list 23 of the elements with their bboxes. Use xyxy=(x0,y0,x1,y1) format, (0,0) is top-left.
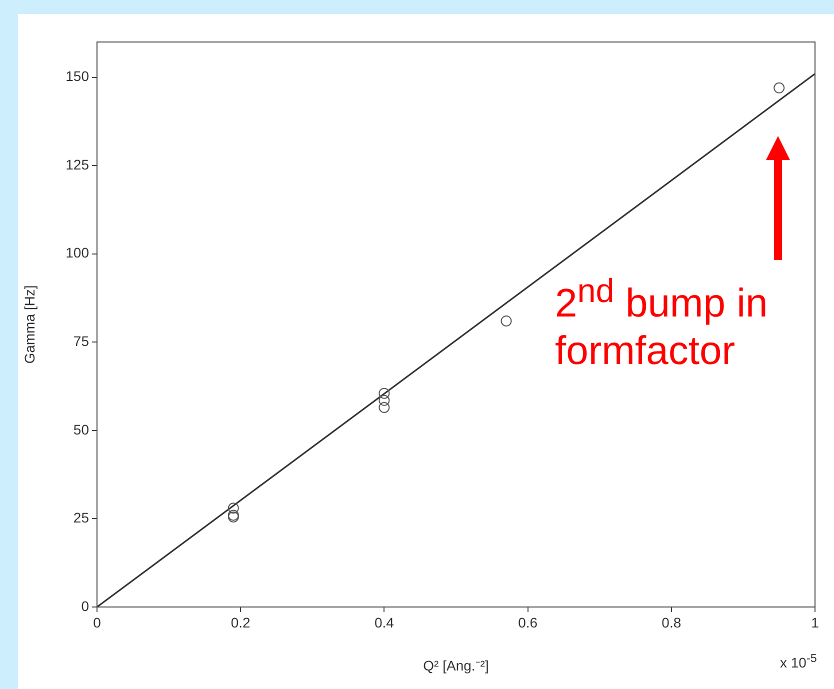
x-tick-label: 0.6 xyxy=(518,614,538,630)
y-tick-label: 25 xyxy=(73,510,90,526)
point xyxy=(378,394,390,406)
point xyxy=(228,502,239,514)
x-tick-label: 0.4 xyxy=(374,614,394,630)
y-tick-label: 75 xyxy=(73,333,90,350)
y-tick-label: 150 xyxy=(66,68,90,84)
annotation: 2$^{nd}$ bump in formfactor xyxy=(555,272,769,376)
point xyxy=(378,402,390,413)
point xyxy=(500,315,512,326)
x-tick-label: 0.2 xyxy=(230,614,251,630)
y-axis-title: Gamma [Hz] xyxy=(21,285,38,364)
y-tick-label: 100 xyxy=(66,244,90,261)
x-tick-label: 0.8 xyxy=(662,614,682,630)
point xyxy=(774,82,785,94)
y-tick-label: 50 xyxy=(73,421,90,438)
y-tick-label: 125 xyxy=(66,156,90,172)
x-axis-title: Q² [Ang.⁻²] xyxy=(423,657,489,674)
y-tick-label: 0 xyxy=(81,598,90,614)
point xyxy=(378,388,390,399)
x-tick-label: 0 xyxy=(93,614,102,630)
text: x 10$^{-5}$ xyxy=(780,652,817,671)
x-tick-label: 1 xyxy=(811,614,820,630)
